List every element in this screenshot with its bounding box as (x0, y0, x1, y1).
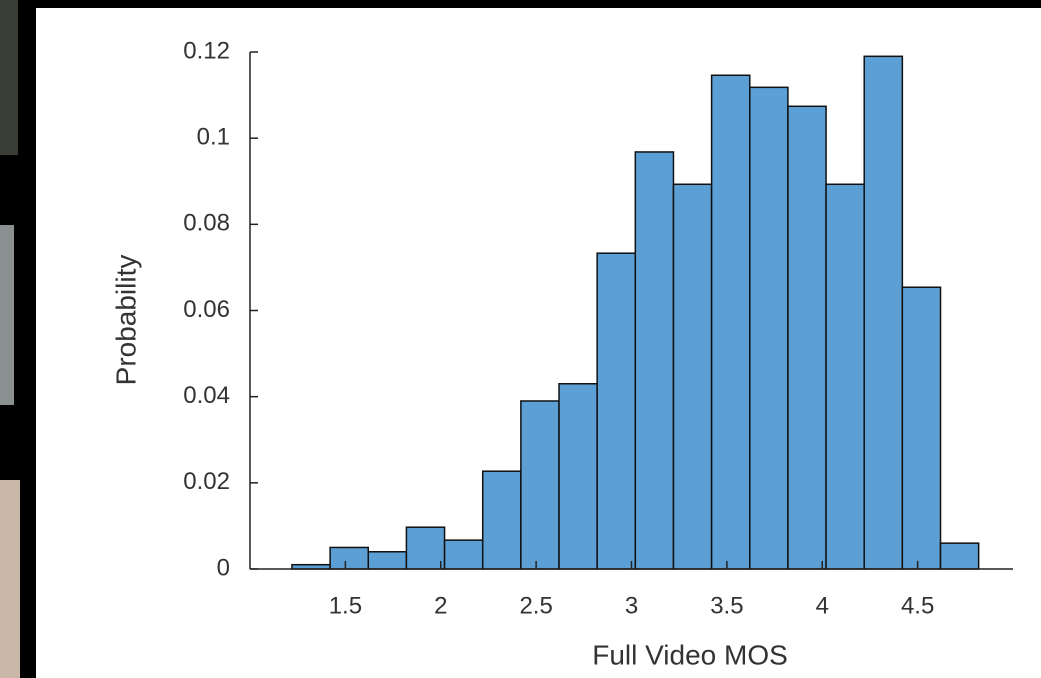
bar (712, 75, 750, 569)
bar (750, 87, 788, 569)
bar (483, 471, 521, 569)
bar (330, 547, 368, 569)
y-tick-label: 0.02 (183, 468, 230, 495)
bar (521, 401, 559, 569)
x-tick-label: 2 (434, 592, 447, 619)
page: {"chart_data": {"type": "histogram", "xl… (0, 0, 1041, 678)
bar (673, 184, 711, 569)
x-tick-label: 1.5 (329, 592, 362, 619)
y-tick-label: 0.08 (183, 210, 230, 237)
x-tick-label: 3 (625, 592, 638, 619)
bar (788, 106, 826, 569)
y-tick-label: 0.1 (197, 124, 230, 151)
bar (406, 527, 444, 569)
thumbnail (0, 480, 20, 678)
bar (597, 253, 635, 569)
chart: Full Video MOS Probability 0 0.02 0.04 0.06… (0, 0, 1041, 678)
thumbnail (0, 225, 14, 405)
bar (826, 184, 864, 569)
y-tick-label: 0.04 (183, 382, 230, 409)
x-tick-label: 4.5 (901, 592, 934, 619)
y-axis-label: Probability (110, 255, 141, 386)
thumbnail (0, 0, 18, 155)
bar (368, 552, 406, 569)
bar (902, 287, 940, 569)
bar (864, 56, 902, 569)
bar (559, 384, 597, 569)
bar (445, 540, 483, 569)
y-tick-label: 0 (217, 554, 230, 581)
y-tick-label: 0.06 (183, 296, 230, 323)
y-tick-label: 0.12 (183, 37, 230, 64)
x-tick-label: 4 (816, 592, 829, 619)
x-axis-label: Full Video MOS (592, 639, 788, 670)
x-tick-label: 3.5 (710, 592, 743, 619)
x-tick-label: 2.5 (519, 592, 552, 619)
bar (635, 152, 673, 569)
bar (941, 543, 979, 569)
